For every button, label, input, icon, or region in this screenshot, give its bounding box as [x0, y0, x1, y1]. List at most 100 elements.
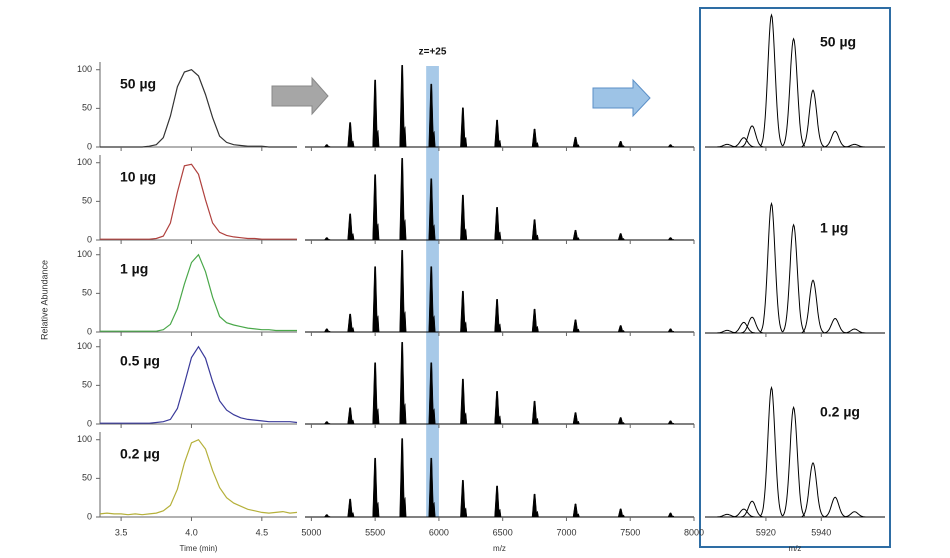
peak: [760, 13, 783, 147]
trace: [100, 345, 298, 424]
peak: [617, 417, 626, 425]
x-tick-label: 5500: [365, 527, 385, 537]
x-tick-label: 4.0: [185, 527, 198, 537]
peak: [347, 498, 355, 518]
peak: [323, 144, 332, 148]
peak: [494, 485, 502, 518]
peak: [824, 317, 847, 334]
x-tick-label: 5000: [301, 527, 321, 537]
peak: [667, 328, 676, 333]
y-tick-label: 100: [77, 157, 92, 167]
peak: [531, 219, 539, 241]
series-label: 50 µg: [820, 34, 856, 50]
x-tick-label: 7500: [620, 527, 640, 537]
x-tick-label: 6500: [493, 527, 513, 537]
peak: [667, 237, 676, 241]
peak: [460, 290, 468, 333]
peak: [531, 128, 539, 148]
peak: [460, 194, 468, 241]
series-label: 1 µg: [820, 220, 848, 236]
peak: [572, 412, 580, 425]
y-tick-label: 50: [82, 288, 92, 298]
y-tick-label: 100: [77, 249, 92, 259]
peak: [372, 362, 380, 425]
y-axis-label: Relative Abundance: [39, 260, 49, 340]
x-tick-label: 5940: [811, 527, 831, 537]
peak: [428, 362, 436, 425]
peak: [801, 89, 825, 147]
peak: [372, 457, 380, 518]
peak: [740, 125, 764, 148]
peak: [372, 174, 380, 241]
y-tick-label: 0: [87, 418, 92, 428]
peak: [617, 325, 626, 333]
peak: [801, 279, 825, 333]
arrow: [592, 78, 651, 118]
peak: [399, 438, 407, 518]
peak: [399, 158, 407, 241]
peak: [843, 511, 866, 518]
x-tick-label: 6000: [429, 527, 449, 537]
peak: [372, 79, 380, 148]
peak: [460, 479, 468, 518]
peak: [494, 391, 502, 425]
peak: [428, 83, 436, 148]
trace: [100, 253, 297, 332]
peak: [428, 266, 436, 333]
x-tick-label: 3.5: [115, 527, 128, 537]
peak: [667, 512, 676, 518]
peak: [617, 508, 626, 518]
peak: [323, 328, 332, 333]
peak: [843, 143, 866, 148]
x-axis-label: m/z: [493, 544, 506, 553]
series-label: 10 µg: [120, 169, 156, 185]
peak: [760, 385, 783, 517]
peak: [740, 316, 764, 334]
peak: [428, 178, 436, 241]
y-tick-label: 50: [82, 473, 92, 483]
peak: [323, 514, 332, 518]
series-label: 0.2 µg: [120, 446, 160, 462]
peak: [572, 319, 580, 333]
peak: [399, 65, 407, 148]
peak: [494, 299, 502, 333]
peak: [531, 493, 539, 518]
peak: [572, 136, 580, 148]
peak: [617, 141, 626, 148]
x-axis-label: m/z: [789, 544, 802, 553]
peak: [572, 229, 580, 241]
peak: [824, 496, 847, 518]
series-label: 0.2 µg: [820, 404, 860, 420]
trace: [99, 438, 298, 516]
peak: [323, 237, 332, 241]
peak: [782, 37, 806, 147]
peak: [347, 213, 355, 241]
peak: [801, 462, 825, 517]
peak: [782, 405, 806, 517]
peak: [617, 233, 626, 241]
peak: [824, 130, 847, 148]
peak: [399, 250, 407, 333]
peak: [782, 223, 806, 333]
peak: [572, 503, 580, 518]
zoom-box: [699, 7, 891, 548]
annotation: z=+25: [419, 47, 447, 58]
y-tick-label: 100: [77, 434, 92, 444]
y-tick-label: 0: [87, 511, 92, 521]
peak: [760, 201, 783, 333]
peak: [732, 508, 755, 518]
peak: [399, 342, 407, 425]
y-tick-label: 50: [82, 196, 92, 206]
trace: [100, 69, 297, 148]
y-tick-label: 50: [82, 103, 92, 113]
x-tick-label: 4.5: [256, 527, 269, 537]
x-tick-label: 5920: [756, 527, 776, 537]
peak: [428, 457, 436, 518]
peak: [740, 500, 764, 518]
peak: [732, 321, 755, 334]
x-tick-label: 7000: [556, 527, 576, 537]
x-axis-label: Time (min): [180, 544, 218, 553]
y-tick-label: 50: [82, 380, 92, 390]
